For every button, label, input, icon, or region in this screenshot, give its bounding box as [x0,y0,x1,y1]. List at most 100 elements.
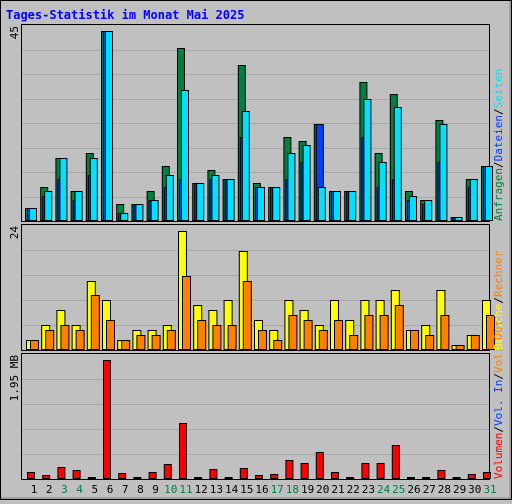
x-tick-label: 28 [438,483,451,496]
pages-bar [333,191,341,221]
pages-bar [150,200,159,221]
volume-bar [437,470,446,479]
pages-bar [211,175,220,221]
volume-bar [452,477,461,479]
x-tick-label: 15 [240,483,253,496]
sites-bar [440,315,450,350]
legend-separator: / [492,108,505,115]
pages-bar [469,179,478,221]
volume-bar [467,474,476,479]
volume-bar [239,468,248,479]
sites-bar [379,315,389,350]
sites-bar [75,330,85,350]
panel-middle-frame [21,224,490,351]
volume-bar [300,463,309,479]
volume-bar [118,473,127,479]
sites-bar [151,335,161,350]
pages-bar [302,145,311,221]
chart-title: Tages-Statistik im Monat Mai 2025 [6,8,244,22]
volume-bar [27,472,35,479]
x-tick-label: 30 [468,483,481,496]
legend-separator: / [492,426,505,433]
sites-bar [30,340,39,350]
pages-bar [241,111,250,221]
pages-bar [378,162,387,221]
x-tick-label: 25 [392,483,405,496]
legend-entry: Besuche [492,304,505,350]
legend-separator: / [492,373,505,380]
pages-bar [59,158,68,221]
sites-bar [166,330,176,350]
volume-bar [407,477,415,479]
sites-bar [303,320,313,350]
legend-bottom: Volumen/Vol. In/Vol. Out [492,320,505,479]
volume-bar [194,477,203,479]
sites-bar [106,320,115,350]
pages-bar [120,213,129,221]
pages-bar [424,200,433,221]
volume-bar [361,463,370,479]
pages-bar [135,204,144,221]
sites-bar [318,330,328,350]
pages-bar [226,179,235,221]
legend-entry: Volumen [492,433,505,479]
sites-bar [455,345,465,350]
x-tick-label: 10 [164,483,177,496]
x-tick-label: 22 [347,483,360,496]
volume-bar [103,360,111,479]
x-tick-label: 26 [407,483,420,496]
scale-label-middle: 24 [8,226,21,240]
pages-bar [409,196,417,221]
volume-bar [315,452,324,479]
sites-bar [60,325,70,350]
pages-bar [393,107,402,221]
scale-label-top: 45 [8,26,21,39]
sites-bar [242,281,252,350]
sites-bar [486,315,495,350]
volume-bar [285,460,294,479]
x-tick-label: 7 [122,483,129,496]
x-tick-label: 14 [225,483,239,496]
pages-bar [89,158,98,221]
pages-bar [74,191,83,221]
pages-bar [257,187,265,221]
sites-bar [182,276,191,350]
sites-bar [349,335,359,350]
x-axis-labels: 1 2 3 4 5 6 7 8 9 10 11 12 13 14 15 16 17 18 19 20 21 22 23 24 2… [31,483,497,496]
volume-bar [255,475,263,479]
x-tick-label: 11 [179,483,192,496]
sites-bar [136,335,146,350]
pages-bar [196,183,205,221]
sites-bar [425,335,435,350]
sites-bar [258,330,267,350]
volume-bar [391,445,400,479]
volume-bar [270,474,279,479]
sites-bar [470,335,480,350]
x-tick-label: 23 [362,483,375,496]
pages-bar [317,187,326,221]
x-tick-label: 31 [483,483,496,496]
volume-bar [87,477,96,479]
volume-bar [57,467,66,479]
x-tick-label: 9 [152,483,159,496]
legend-entry: Rechner [492,250,505,297]
volume-bar [133,477,142,479]
pages-bar [348,191,357,221]
bars [25,31,495,479]
pages-bar [165,175,174,221]
sites-bar [364,315,374,350]
x-tick-label: 20 [316,483,329,496]
x-tick-label: 16 [255,483,268,496]
legend-entry: Seiten [492,69,505,109]
pages-bar [44,191,53,221]
legend-separator: / [492,297,505,304]
x-tick-label: 21 [331,483,344,496]
volume-bar [376,463,385,479]
pages-bar [485,166,493,221]
pages-bar [454,217,463,221]
sites-bar [410,330,419,350]
panel-top-frame [21,24,490,222]
x-tick-label: 13 [210,483,223,496]
x-tick-label: 3 [61,483,68,496]
